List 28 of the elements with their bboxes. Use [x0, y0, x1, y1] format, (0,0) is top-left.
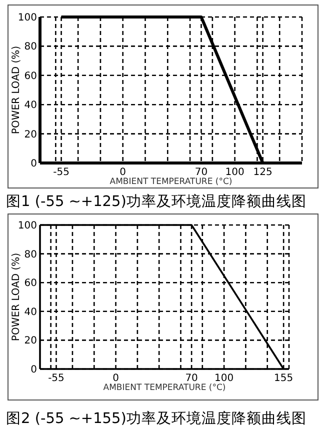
y-tick-label: 20: [24, 336, 37, 347]
y-tick-label: 80: [24, 249, 37, 260]
text: 图2 (-55 ~+155)功率及环境温度降额曲线图: [6, 410, 306, 427]
x-tick-label: 125: [253, 167, 272, 178]
y-tick-label: 20: [24, 129, 37, 140]
y-tick-label: 0: [30, 364, 37, 376]
x-tick-label: 100: [214, 373, 234, 384]
x-tick-label: 70: [194, 167, 208, 178]
x-tick-label: 0: [112, 373, 119, 384]
text: 图1 (-55 ~+125)功率及环境温度降额曲线图: [6, 193, 306, 210]
x-tick-label: -55: [48, 373, 64, 384]
x-tick-label: -55: [53, 167, 70, 178]
y-axis-title: POWER LOAD (%): [11, 46, 22, 134]
x-tick-label: 155: [274, 373, 294, 384]
x-tick-label: 100: [225, 167, 244, 178]
y-tick-label: 80: [24, 42, 37, 53]
y-tick-label: 100: [18, 12, 37, 24]
x-axis-title: AMBIENT TEMPERATURE (°C): [103, 383, 226, 393]
y-tick-label: 40: [24, 306, 37, 318]
y-tick-label: 100: [18, 220, 37, 232]
y-tick-label: 60: [24, 70, 37, 82]
x-tick-label: 70: [185, 373, 198, 384]
y-tick-label: 60: [24, 278, 37, 290]
y-tick-label: 0: [30, 158, 37, 170]
x-axis-title: AMBIENT TEMPERATURE (°C): [110, 177, 232, 187]
x-tick-label: 0: [120, 167, 126, 178]
y-axis-title: POWER LOAD (%): [11, 252, 22, 342]
y-tick-label: 40: [24, 100, 37, 112]
